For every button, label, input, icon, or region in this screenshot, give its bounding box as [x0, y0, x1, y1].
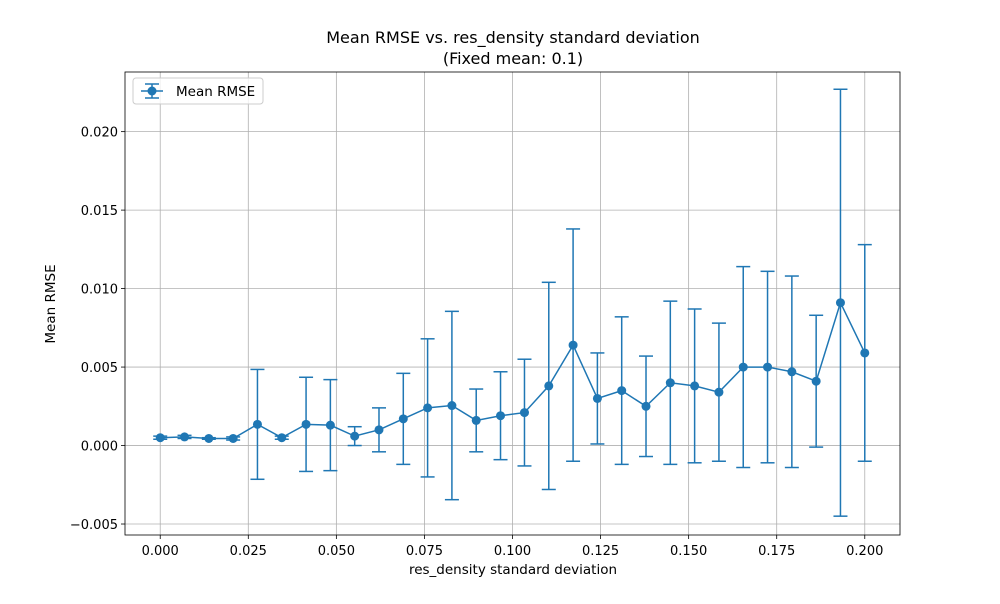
data-point	[398, 414, 408, 424]
data-point	[617, 386, 627, 396]
x-tick-label: 0.150	[670, 544, 707, 559]
x-tick-label: 0.200	[846, 544, 883, 559]
data-point	[204, 433, 214, 443]
data-point	[155, 433, 165, 443]
x-tick-label: 0.075	[406, 544, 443, 559]
data-point	[252, 419, 262, 429]
data-point	[423, 403, 433, 413]
data-point	[228, 433, 238, 443]
x-tick-label: 0.175	[758, 544, 795, 559]
x-axis-label: res_density standard deviation	[409, 562, 617, 578]
legend-marker	[147, 86, 157, 96]
y-tick-label: 0.000	[81, 440, 118, 455]
x-tick-label: 0.100	[494, 544, 531, 559]
data-point	[592, 393, 602, 403]
chart-title: Mean RMSE vs. res_density standard devia…	[326, 28, 700, 48]
data-point	[787, 367, 797, 377]
y-tick-label: 0.005	[81, 361, 118, 376]
data-point	[860, 348, 870, 358]
x-tick-label: 0.125	[582, 544, 619, 559]
data-point	[763, 362, 773, 372]
data-point	[811, 376, 821, 386]
plot-frame	[124, 71, 901, 536]
x-tick-label: 0.050	[318, 544, 355, 559]
data-point	[835, 298, 845, 308]
data-point	[496, 411, 506, 421]
x-tick-label: 0.025	[230, 544, 267, 559]
axes: 0.000 0.025 0.050 0.075 0.100 0.125 0.150 0.175…	[70, 71, 901, 559]
data-point	[447, 401, 457, 411]
grid-lines	[125, 72, 900, 535]
data-point	[350, 431, 360, 441]
y-tick-label: −0.005	[70, 518, 118, 533]
plot-data	[153, 88, 872, 517]
data-point	[714, 387, 724, 397]
data-point	[325, 420, 335, 430]
y-tick-label: 0.015	[81, 204, 118, 219]
legend-label: Mean RMSE	[176, 84, 255, 100]
legend: Mean RMSE	[132, 77, 264, 105]
data-point	[301, 419, 311, 429]
chart-subtitle: (Fixed mean: 0.1)	[443, 49, 583, 68]
data-point	[641, 401, 651, 411]
y-tick-label: 0.010	[81, 283, 118, 298]
data-point	[544, 381, 554, 391]
data-point	[180, 432, 190, 442]
data-point	[374, 425, 384, 435]
data-point	[690, 381, 700, 391]
y-axis-label: Mean RMSE	[43, 264, 59, 343]
data-point	[519, 408, 529, 418]
legend-frame	[132, 77, 264, 105]
x-tick-label: 0.000	[142, 544, 179, 559]
data-point	[665, 378, 675, 388]
data-point	[471, 415, 481, 425]
data-point	[738, 362, 748, 372]
y-tick-label: 0.020	[81, 126, 118, 141]
data-point	[277, 433, 287, 443]
data-point	[568, 340, 578, 350]
